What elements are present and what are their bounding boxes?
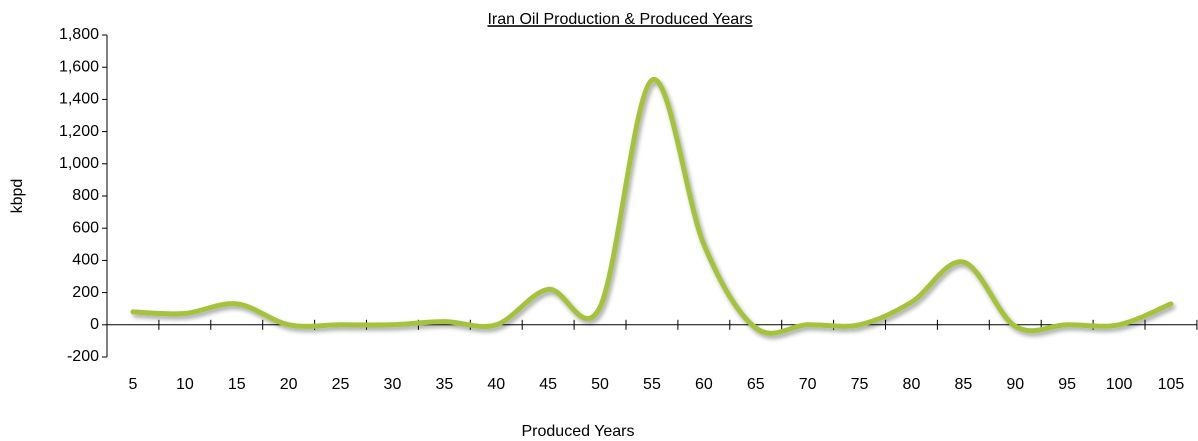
chart-title: Iran Oil Production & Produced Years	[487, 11, 752, 28]
x-tick-label: 75	[851, 376, 869, 393]
x-tick-label: 60	[695, 376, 713, 393]
y-tick-label: 1,000	[59, 155, 99, 172]
x-tick-label: 80	[903, 376, 921, 393]
x-tick-label: 5	[128, 376, 137, 393]
x-tick-label: 65	[747, 376, 765, 393]
x-tick-label: 30	[384, 376, 402, 393]
x-tick-label: 45	[539, 376, 557, 393]
y-tick-label: 1,600	[59, 58, 99, 75]
x-tick-label: 40	[487, 376, 505, 393]
x-axis-title: Produced Years	[522, 423, 635, 440]
y-tick-label: 1,400	[59, 91, 99, 108]
y-tick-label: 200	[72, 284, 99, 301]
x-tick-label: 90	[1006, 376, 1024, 393]
x-tick-label: 25	[332, 376, 350, 393]
y-tick-label: 800	[72, 187, 99, 204]
y-axis-title: kbpd	[9, 179, 26, 214]
x-tick-label: 55	[643, 376, 661, 393]
y-tick-label: 600	[72, 219, 99, 236]
x-tick-label: 105	[1158, 376, 1185, 393]
x-tick-label: 20	[280, 376, 298, 393]
x-tick-label: 85	[954, 376, 972, 393]
y-tick-label: 1,800	[59, 26, 99, 43]
y-tick-label: 0	[90, 316, 99, 333]
series-line	[130, 77, 1174, 336]
x-tick-label: 10	[176, 376, 194, 393]
x-tick-label: 50	[591, 376, 609, 393]
y-tick-label: -200	[67, 348, 99, 365]
x-tick-label: 95	[1058, 376, 1076, 393]
y-tick-label: 1,200	[59, 123, 99, 140]
y-tick-label: 400	[72, 252, 99, 269]
x-tick-label: 100	[1106, 376, 1133, 393]
x-tick-label: 70	[799, 376, 817, 393]
x-tick-label: 15	[228, 376, 246, 393]
x-tick-label: 35	[435, 376, 453, 393]
